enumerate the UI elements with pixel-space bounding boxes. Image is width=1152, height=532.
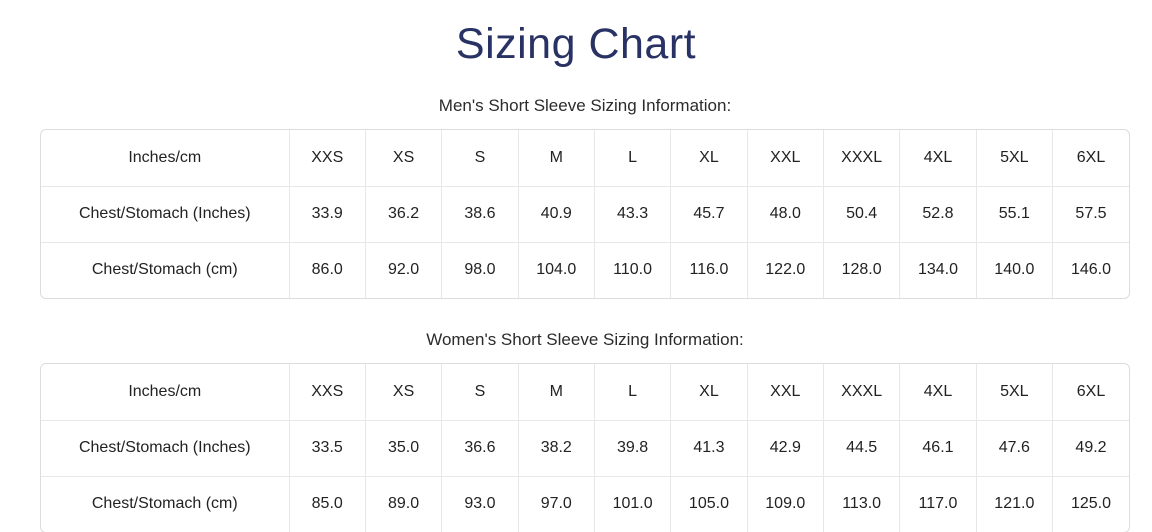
row-label-cell: Chest/Stomach (cm) <box>41 475 290 532</box>
measurement-value-cell: 105.0 <box>670 475 748 532</box>
sizing-table: Inches/cm XXS XS S M L XL XXL XXXL 4XL 5XL 6XL Chest… <box>41 130 1129 298</box>
measurement-value-cell: 52.8 <box>899 185 977 242</box>
mens-section-heading: Men's Short Sleeve Sizing Information: <box>438 96 732 115</box>
size-label-cell: 5XL <box>975 130 1053 186</box>
measurement-value-cell: 55.1 <box>975 185 1053 242</box>
womens-sizing-table: Inches/cm XXS XS S M L XL XXL XXXL 4XL 5XL 6XL Chest… <box>40 363 1130 532</box>
measurement-value-cell: 57.5 <box>1052 185 1129 242</box>
measurement-value-cell: 33.9 <box>288 185 366 242</box>
measurement-value-cell: 49.2 <box>1052 419 1129 476</box>
unit-header-cell: Inches/cm <box>128 148 202 166</box>
measurement-value-cell: 109.0 <box>746 475 824 532</box>
measurement-value-cell: 101.0 <box>593 475 671 532</box>
size-label-cell: L <box>593 130 671 186</box>
size-label-cell: 5XL <box>975 364 1053 420</box>
measurement-value-cell: 47.6 <box>975 419 1053 476</box>
measurement-value-cell: 97.0 <box>517 475 595 532</box>
measurement-value-cell: 93.0 <box>441 475 519 532</box>
measurement-value-cell: 125.0 <box>1052 475 1129 532</box>
measurement-value-cell: 42.9 <box>746 419 824 476</box>
measurement-value-cell: 122.0 <box>746 241 824 298</box>
measurement-value-cell: 38.2 <box>517 419 595 476</box>
mens-sizing-table: Inches/cm XXS XS S M L XL XXL XXXL 4XL 5XL 6XL Chest… <box>40 129 1130 299</box>
size-label-cell: S <box>441 130 519 186</box>
measurement-value-cell: 146.0 <box>1052 241 1129 298</box>
size-label-cell: XXS <box>288 130 366 186</box>
size-label-cell: XL <box>670 130 748 186</box>
measurement-value-cell: 39.8 <box>593 419 671 476</box>
table-row: Chest/Stomach (cm) 86.0 92.0 98.0 104.0 110.0… <box>41 241 1129 298</box>
measurement-value-cell: 98.0 <box>441 241 519 298</box>
size-label-cell: 4XL <box>899 130 977 186</box>
size-label-cell: 6XL <box>1052 364 1129 420</box>
size-label-cell: XXS <box>288 364 366 420</box>
measurement-value-cell: 121.0 <box>975 475 1053 532</box>
measurement-value-cell: 40.9 <box>517 185 595 242</box>
measurement-value-cell: 48.0 <box>746 185 824 242</box>
measurement-value-cell: 116.0 <box>670 241 748 298</box>
measurement-value-cell: 117.0 <box>899 475 977 532</box>
table-row: Chest/Stomach (Inches) 33.9 36.2 38.6 40.9 43… <box>41 185 1129 242</box>
measurement-value-cell: 45.7 <box>670 185 748 242</box>
womens-section-heading: Women's Short Sleeve Sizing Information: <box>426 330 744 349</box>
row-label-cell: Chest/Stomach (cm) <box>41 241 290 298</box>
size-label-cell: M <box>517 364 595 420</box>
size-label-cell: XXL <box>746 130 824 186</box>
page-title: Sizing Chart <box>455 20 697 68</box>
measurement-value-cell: 46.1 <box>899 419 977 476</box>
row-label-cell: Chest/Stomach (Inches) <box>41 185 290 242</box>
measurement-value-cell: 92.0 <box>364 241 442 298</box>
size-label-cell: S <box>441 364 519 420</box>
size-label-cell: 4XL <box>899 364 977 420</box>
measurement-value-cell: 41.3 <box>670 419 748 476</box>
size-label-cell: XXXL <box>822 130 900 186</box>
size-label-cell: XS <box>364 364 442 420</box>
size-label-cell: XL <box>670 364 748 420</box>
measurement-value-cell: 35.0 <box>364 419 442 476</box>
measurement-value-cell: 33.5 <box>288 419 366 476</box>
measurement-value-cell: 110.0 <box>593 241 671 298</box>
measurement-value-cell: 50.4 <box>822 185 900 242</box>
size-label-cell: XXXL <box>822 364 900 420</box>
measurement-value-cell: 128.0 <box>822 241 900 298</box>
measurement-value-cell: 36.6 <box>441 419 519 476</box>
sizing-table: Inches/cm XXS XS S M L XL XXL XXXL 4XL 5XL 6XL Chest… <box>41 364 1129 532</box>
table-row: Chest/Stomach (cm) 85.0 89.0 93.0 97.0 101.0 1… <box>41 475 1129 532</box>
size-label-cell: L <box>593 364 671 420</box>
measurement-value-cell: 104.0 <box>517 241 595 298</box>
measurement-value-cell: 44.5 <box>822 419 900 476</box>
size-label-cell: XXL <box>746 364 824 420</box>
measurement-value-cell: 89.0 <box>364 475 442 532</box>
measurement-value-cell: 38.6 <box>441 185 519 242</box>
table-row: Chest/Stomach (Inches) 33.5 35.0 36.6 38.2 39… <box>41 419 1129 476</box>
measurement-value-cell: 36.2 <box>364 185 442 242</box>
measurement-value-cell: 86.0 <box>288 241 366 298</box>
size-label-cell: 6XL <box>1052 130 1129 186</box>
measurement-value-cell: 134.0 <box>899 241 977 298</box>
size-label-cell: M <box>517 130 595 186</box>
measurement-value-cell: 43.3 <box>593 185 671 242</box>
measurement-value-cell: 85.0 <box>288 475 366 532</box>
unit-header-cell: Inches/cm <box>128 382 202 400</box>
measurement-value-cell: 140.0 <box>975 241 1053 298</box>
content-area: Men's Short Sleeve Sizing Information: I… <box>40 96 1130 532</box>
size-header-row: Inches/cm XXS XS S M L XL XXL XXXL 4XL 5XL 6XL <box>41 364 1129 420</box>
row-label-cell: Chest/Stomach (Inches) <box>41 419 290 476</box>
size-label-cell: XS <box>364 130 442 186</box>
measurement-value-cell: 113.0 <box>822 475 900 532</box>
size-header-row: Inches/cm XXS XS S M L XL XXL XXXL 4XL 5XL 6XL <box>41 130 1129 186</box>
